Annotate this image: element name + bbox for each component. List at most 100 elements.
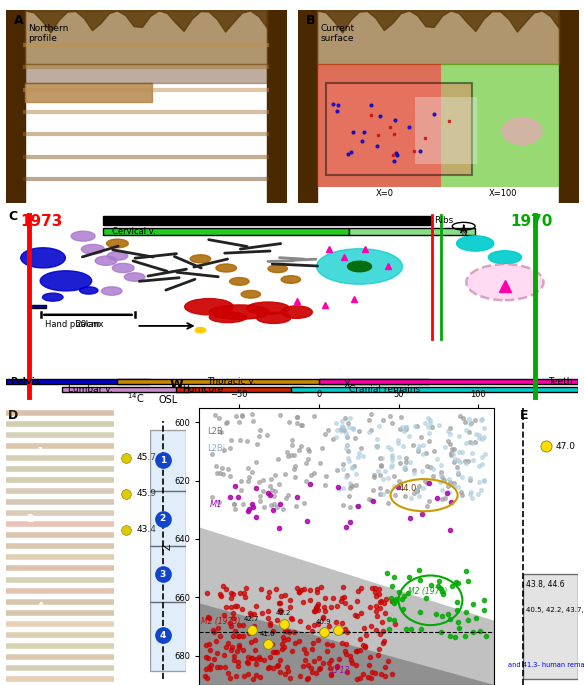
Point	[247, 610, 256, 621]
Point	[263, 487, 273, 498]
Point	[280, 669, 290, 680]
Point	[274, 597, 284, 608]
Point	[293, 491, 302, 502]
Point	[326, 655, 336, 666]
Point	[266, 489, 275, 500]
Point	[460, 456, 470, 466]
Point	[342, 638, 351, 649]
Point	[448, 449, 457, 460]
Point	[241, 592, 250, 603]
Point	[443, 426, 453, 437]
Point	[411, 484, 420, 495]
Point	[286, 595, 295, 606]
Point	[212, 648, 221, 659]
Point	[414, 440, 423, 451]
Point	[238, 410, 247, 421]
Point	[352, 610, 361, 621]
Point	[215, 631, 225, 642]
Point	[376, 452, 385, 463]
Point	[378, 616, 387, 627]
Point	[206, 663, 215, 674]
Point	[366, 424, 375, 435]
Text: and 41.3- human remain: and 41.3- human remain	[507, 662, 584, 669]
Point	[223, 637, 232, 648]
Text: M2 (1970): M2 (1970)	[408, 588, 447, 597]
Text: Teeth: Teeth	[548, 377, 572, 386]
Point	[234, 416, 244, 427]
Point	[337, 625, 346, 636]
FancyBboxPatch shape	[6, 379, 150, 384]
Point	[265, 586, 274, 597]
Point	[335, 653, 344, 664]
Point	[366, 651, 375, 662]
Point	[244, 475, 253, 486]
Point	[256, 495, 265, 506]
Point	[315, 662, 325, 673]
Point	[332, 431, 341, 442]
Point	[461, 438, 471, 449]
FancyBboxPatch shape	[317, 64, 441, 187]
Point	[284, 633, 293, 644]
Point	[239, 588, 249, 599]
Point	[203, 673, 212, 684]
Point	[363, 672, 373, 683]
Point	[289, 464, 298, 475]
Point	[234, 657, 243, 668]
Point	[238, 499, 248, 510]
Point	[324, 425, 333, 436]
Point	[378, 489, 388, 500]
Point	[348, 462, 357, 473]
Point	[203, 588, 212, 599]
Point	[443, 436, 453, 447]
Point	[229, 655, 238, 666]
Text: 1973: 1973	[20, 214, 62, 229]
Point	[252, 438, 262, 449]
Point	[474, 460, 484, 471]
Text: X=100: X=100	[488, 189, 517, 199]
Point	[445, 423, 454, 434]
FancyBboxPatch shape	[117, 379, 429, 384]
Point	[326, 669, 336, 680]
Point	[481, 631, 491, 642]
Point	[297, 440, 306, 451]
Point	[406, 624, 415, 635]
Point	[270, 486, 280, 497]
Point	[340, 624, 350, 635]
Point	[214, 413, 223, 424]
Point	[224, 668, 233, 679]
Point	[465, 472, 474, 483]
Point	[371, 601, 381, 612]
Point	[383, 656, 392, 667]
Point	[348, 422, 357, 433]
Ellipse shape	[216, 264, 237, 272]
FancyBboxPatch shape	[319, 379, 578, 384]
Point	[310, 606, 319, 616]
Point	[387, 580, 397, 591]
Point	[432, 453, 442, 464]
Point	[337, 421, 346, 432]
Point	[242, 656, 252, 667]
Point	[442, 488, 451, 499]
Point	[352, 660, 361, 671]
Point	[255, 651, 264, 662]
Point	[457, 446, 467, 457]
Point	[436, 459, 446, 470]
Point	[351, 479, 360, 490]
Point	[359, 451, 368, 462]
Point	[452, 597, 461, 608]
Point	[381, 671, 390, 682]
Point	[231, 503, 240, 514]
Point	[352, 673, 361, 684]
Point	[248, 466, 257, 477]
Point	[426, 580, 436, 590]
Point	[296, 419, 305, 430]
Point	[364, 414, 373, 425]
Point	[405, 430, 414, 441]
Point	[286, 450, 296, 461]
Point	[415, 574, 425, 585]
Point	[469, 627, 478, 638]
Point	[248, 652, 257, 663]
Point	[303, 515, 312, 526]
Point	[446, 631, 455, 642]
Point	[272, 647, 281, 658]
